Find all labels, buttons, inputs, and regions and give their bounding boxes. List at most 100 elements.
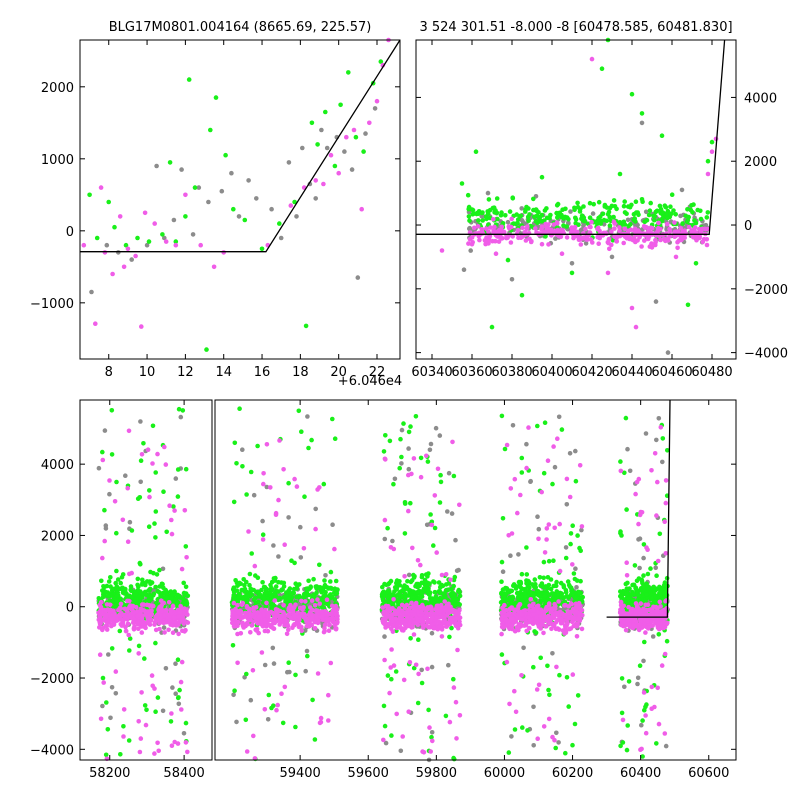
panel-3-point xyxy=(546,582,552,588)
panel-2-point xyxy=(587,200,593,206)
panel-3-point xyxy=(231,600,237,606)
panel-3-point xyxy=(633,585,639,590)
panel-3-point xyxy=(123,628,129,634)
panel-3-point xyxy=(388,578,394,584)
panel-3-point xyxy=(270,611,276,616)
panel-2-point xyxy=(622,199,627,204)
panel-3-point xyxy=(125,485,130,491)
panel-3-point xyxy=(294,594,299,600)
panel-2-point xyxy=(587,230,593,235)
panel-3-point xyxy=(397,465,403,471)
panel-3-point xyxy=(274,707,279,713)
panel-3-point xyxy=(525,728,530,733)
panel-2-ytick-label: −2000 xyxy=(744,283,788,298)
panel-2-point xyxy=(653,209,659,215)
panel-3-point xyxy=(624,507,629,512)
panel-3-point xyxy=(118,601,124,607)
panel-2-point xyxy=(657,233,662,239)
panel-3-point xyxy=(528,478,533,484)
panel-3-point xyxy=(184,602,190,607)
panel-3-point xyxy=(266,610,272,616)
panel-3-point xyxy=(251,605,256,610)
panel-1-point xyxy=(208,127,213,133)
panel-3-point xyxy=(114,593,120,599)
panel-3-point xyxy=(148,617,154,622)
panel-2-ytick-label: 4000 xyxy=(744,91,777,106)
panel-3-point xyxy=(179,566,185,572)
panel-3-point xyxy=(527,585,532,590)
panel-3-point xyxy=(324,597,330,602)
panel-1-point xyxy=(351,127,357,133)
panel-3-point xyxy=(183,584,189,590)
panel-3-point xyxy=(398,748,404,754)
panel-3-point xyxy=(570,742,575,748)
panel-1-point xyxy=(363,131,368,136)
panel-3-point xyxy=(137,560,143,566)
panel-1-point xyxy=(162,235,167,241)
panel-3-point xyxy=(399,427,405,433)
panel-2-point xyxy=(480,218,486,223)
panel-3-point xyxy=(244,492,249,497)
panel-2-point xyxy=(572,228,578,234)
panel-2-point xyxy=(709,139,715,145)
panel-3-point xyxy=(247,571,253,577)
panel-3-point xyxy=(169,531,175,537)
panel-2-point xyxy=(468,248,474,253)
panel-3-point xyxy=(381,703,387,709)
panel-3-point xyxy=(641,542,647,547)
panel-3-point xyxy=(153,509,159,514)
panel-1-ytick-label: 2000 xyxy=(41,81,74,96)
panel-3-point xyxy=(640,754,645,759)
panel-3-point xyxy=(171,504,176,509)
panel-3-point xyxy=(100,588,105,593)
panel-3-point xyxy=(415,589,420,595)
panel-3-point xyxy=(293,602,298,607)
panel-3-point xyxy=(169,711,174,716)
panel-3-point xyxy=(312,737,318,742)
panel-3-point xyxy=(155,695,161,700)
panel-2-point xyxy=(544,215,550,221)
panel-3-point xyxy=(130,620,136,625)
panel-2-point xyxy=(553,236,558,241)
panel-3-point xyxy=(127,571,132,577)
panel-3-point xyxy=(653,565,658,571)
panel-3-point xyxy=(293,581,299,586)
panel-3-point xyxy=(285,622,290,627)
panel-3-point xyxy=(286,515,291,520)
panel-2-point xyxy=(660,210,666,215)
panel-2-point xyxy=(533,207,539,212)
panel-3-point xyxy=(112,611,117,616)
panel-3-point xyxy=(179,659,185,665)
panel-3-point xyxy=(108,584,113,589)
panel-3-point xyxy=(538,655,543,661)
panel-3-point xyxy=(298,555,304,560)
panel-2-point xyxy=(704,242,710,248)
panel-3-point xyxy=(237,593,243,599)
panel-3-point xyxy=(301,591,307,597)
panel-2-point xyxy=(649,245,655,250)
panel-3-point xyxy=(287,669,292,675)
panel-1-point xyxy=(278,235,284,241)
panel-3-point xyxy=(100,675,106,681)
panel-3-point xyxy=(419,580,425,586)
panel-3-point xyxy=(230,608,235,614)
panel-3-point xyxy=(249,551,254,556)
panel-2-point xyxy=(684,219,690,224)
panel-3-point xyxy=(177,619,182,625)
panel-2-point xyxy=(485,190,491,196)
panel-2-point xyxy=(686,214,691,220)
panel-3-point xyxy=(119,574,125,580)
panel-3-point xyxy=(105,594,111,599)
panel-3-point xyxy=(303,599,308,604)
panel-3-point xyxy=(648,566,653,571)
panel-3-point xyxy=(552,583,558,588)
panel-3-point xyxy=(649,596,655,602)
panel-2-point xyxy=(583,226,588,232)
panel-3-point xyxy=(139,602,145,607)
panel-3-point xyxy=(127,519,133,525)
panel-3-point xyxy=(424,522,430,528)
panel-3-point xyxy=(653,594,658,599)
panel-3-point xyxy=(280,720,286,726)
panel-3-point xyxy=(171,615,177,620)
panel-3-point xyxy=(267,590,273,595)
